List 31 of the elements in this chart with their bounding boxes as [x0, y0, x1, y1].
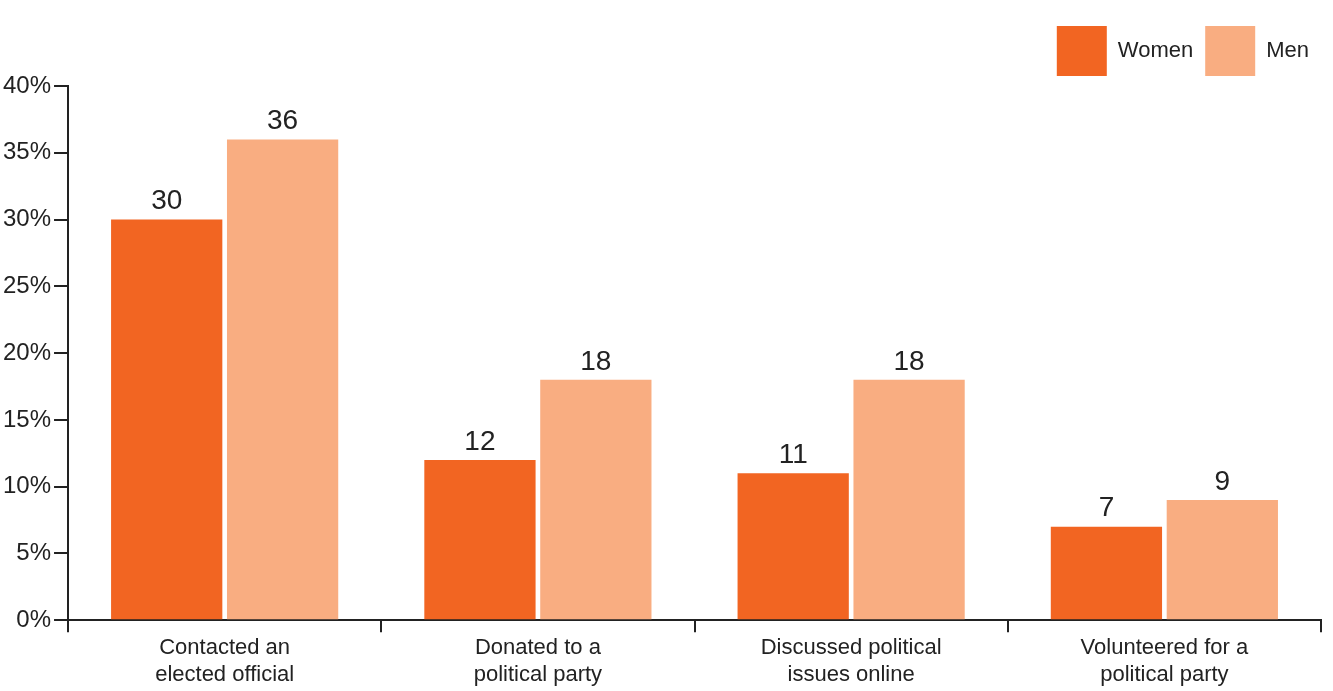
y-tick-label: 35%	[2, 137, 52, 165]
x-tick-label: Volunteered for a political party	[1080, 634, 1249, 686]
x-tick-label: Donated to a political party	[473, 634, 603, 686]
bar	[1050, 526, 1163, 620]
data-label: 12	[464, 424, 496, 456]
data-label: 36	[267, 104, 299, 136]
bar	[111, 219, 223, 620]
y-tick-label: 40%	[2, 70, 52, 98]
x-tick-label: Discussed political issues online	[760, 634, 942, 686]
legend-label: Men	[1266, 37, 1309, 63]
data-label: 30	[151, 184, 183, 216]
x-tick-label: Contacted an elected official	[155, 634, 295, 686]
y-tick-label: 20%	[2, 337, 52, 365]
bar	[1166, 500, 1278, 620]
bar	[540, 379, 652, 620]
y-tick-label: 25%	[2, 270, 52, 298]
data-label: 18	[893, 344, 925, 376]
legend-label: Women	[1117, 37, 1194, 63]
y-tick-label: 10%	[2, 471, 52, 499]
y-tick-label: 30%	[2, 204, 52, 232]
bar	[424, 459, 536, 620]
data-label: 11	[778, 438, 808, 470]
bar	[737, 473, 849, 620]
data-label: 9	[1214, 464, 1231, 496]
bar	[853, 379, 965, 620]
y-tick-label: 0%	[16, 604, 52, 632]
data-label: 7	[1098, 491, 1115, 523]
data-label: 18	[580, 344, 612, 376]
y-tick-label: 15%	[2, 404, 52, 432]
bar	[226, 139, 339, 620]
y-tick-label: 5%	[16, 538, 52, 566]
